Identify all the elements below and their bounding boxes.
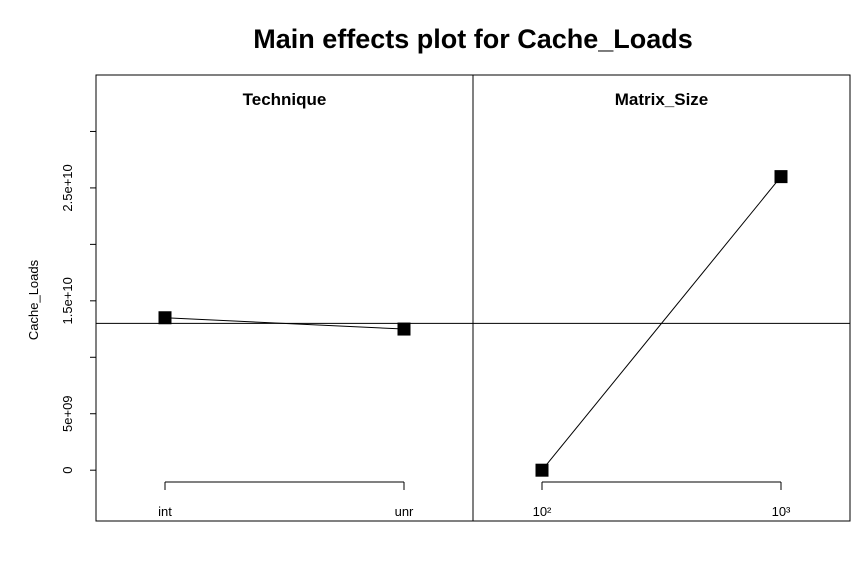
panels: Technique int unr Matrix_Size 10² 10³: [95, 74, 851, 522]
panel-matrix-size: Matrix_Size 10² 10³: [472, 74, 851, 522]
y-tick-label: 0: [60, 467, 75, 474]
x-tick-label: 10³: [772, 504, 791, 519]
x-tick-label: int: [158, 504, 172, 519]
effect-line: [164, 317, 405, 330]
x-tick-label: 10²: [533, 504, 552, 519]
effect-point: [158, 311, 172, 325]
x-tick-label: unr: [395, 504, 414, 519]
panel-title: Technique: [243, 90, 327, 109]
y-tick-label: 5e+09: [60, 395, 75, 432]
y-tick-label: 1.5e+10: [60, 277, 75, 324]
y-axis: 0 5e+09 1.5e+10 2.5e+10: [60, 130, 96, 474]
y-tick-label: 2.5e+10: [60, 164, 75, 211]
chart-title: Main effects plot for Cache_Loads: [253, 24, 693, 54]
effect-point: [397, 322, 411, 336]
effect-point: [535, 463, 549, 477]
panel-frame: [95, 74, 474, 522]
panel-title: Matrix_Size: [615, 90, 709, 109]
effect-point: [774, 170, 788, 184]
panel-technique: Technique int unr: [95, 74, 474, 522]
effect-line: [541, 176, 782, 471]
y-axis-label: Cache_Loads: [26, 259, 41, 340]
panel-frame: [472, 74, 851, 522]
